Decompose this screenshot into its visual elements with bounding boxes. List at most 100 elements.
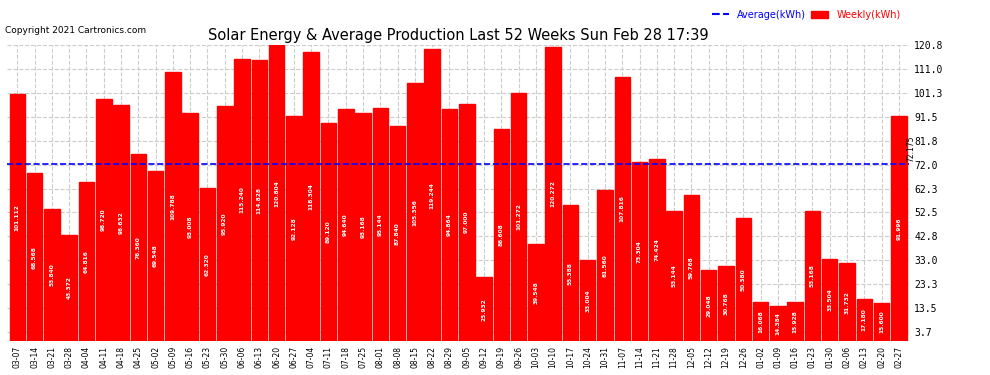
Text: 74.424: 74.424 xyxy=(654,238,659,261)
Bar xyxy=(822,259,838,341)
Bar xyxy=(511,93,527,341)
Bar xyxy=(96,99,112,341)
Bar xyxy=(235,59,249,341)
Text: 15.928: 15.928 xyxy=(793,310,798,333)
Text: 33.004: 33.004 xyxy=(585,289,590,312)
Text: 53.144: 53.144 xyxy=(671,264,676,287)
Bar xyxy=(718,266,734,341)
Bar xyxy=(78,182,94,341)
Bar xyxy=(666,211,682,341)
Text: 97.000: 97.000 xyxy=(464,211,469,234)
Text: 73.304: 73.304 xyxy=(638,240,643,262)
Text: 55.388: 55.388 xyxy=(568,262,573,285)
Bar xyxy=(321,123,337,341)
Text: Copyright 2021 Cartronics.com: Copyright 2021 Cartronics.com xyxy=(5,26,147,35)
Text: 86.608: 86.608 xyxy=(499,224,504,246)
Bar xyxy=(45,209,59,341)
Text: 109.788: 109.788 xyxy=(170,193,175,220)
Text: 59.768: 59.768 xyxy=(689,256,694,279)
Text: 94.864: 94.864 xyxy=(446,213,452,236)
Text: 120.272: 120.272 xyxy=(550,180,555,207)
Bar xyxy=(372,108,388,341)
Text: 16.068: 16.068 xyxy=(758,310,763,333)
Bar xyxy=(805,211,820,341)
Text: 61.560: 61.560 xyxy=(603,254,608,277)
Bar xyxy=(580,260,596,341)
Bar xyxy=(286,116,302,341)
Bar xyxy=(770,306,786,341)
Bar xyxy=(200,189,215,341)
Text: 62.320: 62.320 xyxy=(205,254,210,276)
Text: 68.568: 68.568 xyxy=(32,246,37,268)
Text: 72.175: 72.175 xyxy=(907,135,916,162)
Text: 64.816: 64.816 xyxy=(84,250,89,273)
Bar xyxy=(856,299,872,341)
Text: 76.360: 76.360 xyxy=(136,236,141,259)
Text: 96.632: 96.632 xyxy=(119,211,124,234)
Bar xyxy=(303,51,319,341)
Bar xyxy=(269,45,284,341)
Text: 25.932: 25.932 xyxy=(481,298,486,321)
Text: 30.768: 30.768 xyxy=(724,292,729,315)
Bar xyxy=(425,49,440,341)
Bar xyxy=(545,47,561,341)
Bar xyxy=(61,235,77,341)
Bar xyxy=(251,60,267,341)
Bar xyxy=(442,109,457,341)
Text: 93.008: 93.008 xyxy=(188,216,193,238)
Text: 87.840: 87.840 xyxy=(395,222,400,245)
Bar xyxy=(407,83,423,341)
Bar xyxy=(338,110,353,341)
Title: Solar Energy & Average Production Last 52 Weeks Sun Feb 28 17:39: Solar Energy & Average Production Last 5… xyxy=(208,28,709,43)
Text: 14.384: 14.384 xyxy=(775,312,780,335)
Text: 50.380: 50.380 xyxy=(741,268,745,291)
Text: 39.548: 39.548 xyxy=(534,281,539,304)
Bar xyxy=(787,302,803,341)
Bar xyxy=(736,217,751,341)
Text: 93.168: 93.168 xyxy=(360,216,365,238)
Bar xyxy=(131,154,147,341)
Text: 114.828: 114.828 xyxy=(256,187,261,214)
Bar xyxy=(632,162,647,341)
Bar xyxy=(597,190,613,341)
Bar xyxy=(528,244,544,341)
Bar xyxy=(10,94,25,341)
Bar xyxy=(562,206,578,341)
Text: 53.840: 53.840 xyxy=(50,264,54,286)
Bar xyxy=(476,278,492,341)
Bar xyxy=(217,106,233,341)
Text: 91.996: 91.996 xyxy=(896,217,901,240)
Bar xyxy=(684,195,699,341)
Text: 101.112: 101.112 xyxy=(15,204,20,231)
Text: 31.732: 31.732 xyxy=(844,291,849,314)
Bar xyxy=(649,159,664,341)
Text: 43.372: 43.372 xyxy=(66,276,71,299)
Text: 94.640: 94.640 xyxy=(344,214,348,237)
Text: 17.180: 17.180 xyxy=(861,309,867,331)
Bar xyxy=(390,126,405,341)
Bar xyxy=(355,113,371,341)
Text: 53.168: 53.168 xyxy=(810,264,815,287)
Bar xyxy=(615,77,630,341)
Bar xyxy=(113,105,129,341)
Bar xyxy=(494,129,509,341)
Text: 105.356: 105.356 xyxy=(413,199,418,225)
Bar xyxy=(165,72,180,341)
Text: 101.272: 101.272 xyxy=(516,204,521,231)
Bar xyxy=(752,302,768,341)
Bar xyxy=(891,116,907,341)
Text: 95.144: 95.144 xyxy=(378,213,383,236)
Bar xyxy=(27,173,43,341)
Text: 33.504: 33.504 xyxy=(828,289,833,311)
Text: 107.816: 107.816 xyxy=(620,196,625,222)
Text: 118.304: 118.304 xyxy=(309,183,314,210)
Bar xyxy=(701,270,717,341)
Text: 120.804: 120.804 xyxy=(274,180,279,207)
Text: 95.920: 95.920 xyxy=(222,212,228,235)
Text: 15.600: 15.600 xyxy=(879,310,884,333)
Bar xyxy=(148,171,163,341)
Text: 92.128: 92.128 xyxy=(291,217,296,240)
Bar xyxy=(840,263,854,341)
Text: 115.240: 115.240 xyxy=(240,186,245,213)
Text: 119.244: 119.244 xyxy=(430,182,435,209)
